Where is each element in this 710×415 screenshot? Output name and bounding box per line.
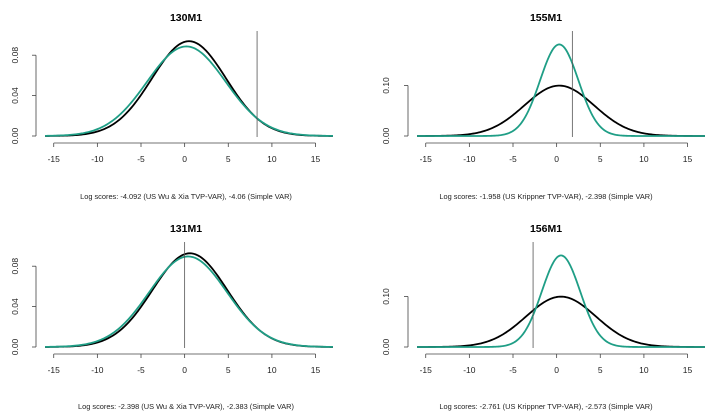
x-tick-label: -15 (48, 365, 61, 375)
x-tick-label: -10 (463, 154, 476, 164)
x-tick-label: 10 (267, 365, 277, 375)
y-tick-label: 0.08 (10, 47, 20, 64)
x-tick-label: -15 (420, 154, 433, 164)
panel-title: 155M1 (530, 12, 562, 24)
x-tick-label: 5 (598, 154, 603, 164)
x-tick-label: 10 (639, 154, 649, 164)
panel-130M1: 130M1 -15 -10 -5 0 5 10 15 0.00 0.04 0.08 Log sco… (10, 12, 334, 201)
panel-title: 131M1 (170, 223, 202, 235)
x-tick-label: 0 (182, 365, 187, 375)
x-tick-label: 5 (226, 154, 231, 164)
simple-var-density-line (417, 84, 705, 137)
panel-155M1: 155M1 -15 -10 -5 0 5 10 15 0.00 0.10 Log scores:… (381, 12, 705, 201)
tvp-var-density-line (417, 254, 705, 348)
panel-title: 130M1 (170, 12, 202, 24)
x-tick-label: -15 (420, 365, 433, 375)
y-tick-label: 0.08 (10, 258, 20, 275)
y-tick-label: 0.10 (381, 288, 391, 305)
simple-var-density-line (44, 252, 333, 348)
x-tick-label: 0 (554, 365, 559, 375)
log-scores-caption: Log scores: -2.761 (US Krippner TVP-VAR)… (439, 402, 652, 411)
simple-var-density-line (417, 295, 705, 348)
x-tick-label: -10 (91, 154, 104, 164)
y-tick-label: 0.04 (10, 298, 20, 315)
tvp-var-density-line (44, 255, 334, 348)
plot-area: -15 -10 -5 0 5 10 15 0.00 0.04 0.08 (10, 242, 334, 375)
x-tick-label: 15 (311, 365, 321, 375)
x-tick-label: -10 (463, 365, 476, 375)
plot-area: -15 -10 -5 0 5 10 15 0.00 0.04 0.08 (10, 31, 334, 164)
x-tick-label: 10 (267, 154, 277, 164)
tvp-var-density-line (44, 45, 334, 137)
plot-area: -15 -10 -5 0 5 10 15 0.00 0.10 (381, 242, 705, 375)
y-tick-label: 0.00 (10, 338, 20, 355)
x-tick-label: -10 (91, 365, 104, 375)
panel-156M1: 156M1 -15 -10 -5 0 5 10 15 0.00 0.10 Log scores:… (381, 223, 705, 411)
x-tick-label: 15 (683, 365, 693, 375)
log-scores-caption: Log scores: -4.092 (US Wu & Xia TVP-VAR)… (80, 192, 292, 201)
x-tick-label: -15 (48, 154, 61, 164)
x-tick-label: 15 (683, 154, 693, 164)
log-scores-caption: Log scores: -1.958 (US Krippner TVP-VAR)… (439, 192, 652, 201)
y-tick-label: 0.10 (381, 77, 391, 94)
y-tick-label: 0.04 (10, 87, 20, 104)
plot-area: -15 -10 -5 0 5 10 15 0.00 0.10 (381, 31, 705, 164)
x-tick-label: 0 (554, 154, 559, 164)
x-tick-label: -5 (509, 365, 517, 375)
y-tick-label: 0.00 (381, 127, 391, 144)
x-tick-label: 15 (311, 154, 321, 164)
x-tick-label: 5 (226, 365, 231, 375)
x-tick-label: -5 (137, 154, 145, 164)
panel-131M1: 131M1 -15 -10 -5 0 5 10 15 0.00 0.04 0.08 Log sco… (10, 223, 334, 411)
tvp-var-density-line (417, 43, 705, 137)
y-tick-label: 0.00 (10, 127, 20, 144)
x-tick-label: -5 (509, 154, 517, 164)
x-tick-label: 10 (639, 365, 649, 375)
y-tick-label: 0.00 (381, 338, 391, 355)
log-scores-caption: Log scores: -2.398 (US Wu & Xia TVP-VAR)… (78, 402, 294, 411)
x-tick-label: 5 (598, 365, 603, 375)
x-tick-label: 0 (182, 154, 187, 164)
panel-title: 156M1 (530, 223, 562, 235)
x-tick-label: -5 (137, 365, 145, 375)
simple-var-density-line (44, 40, 334, 137)
